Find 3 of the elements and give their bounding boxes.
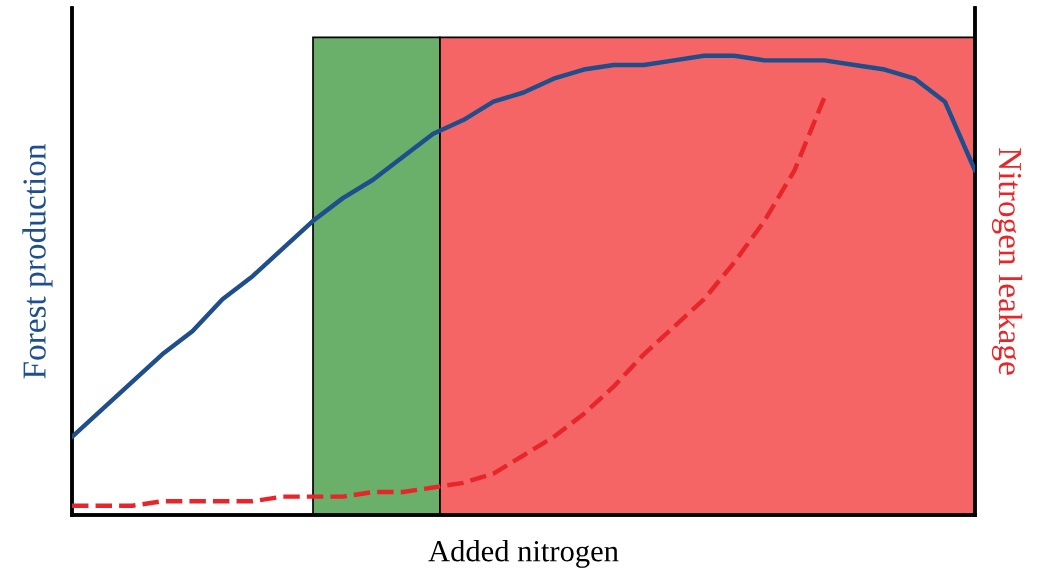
x-axis-title: Added nitrogen bbox=[428, 540, 619, 568]
y2-axis-title: Nitrogen leakage bbox=[991, 148, 1023, 375]
y-axis-title: Forest production bbox=[22, 143, 53, 379]
